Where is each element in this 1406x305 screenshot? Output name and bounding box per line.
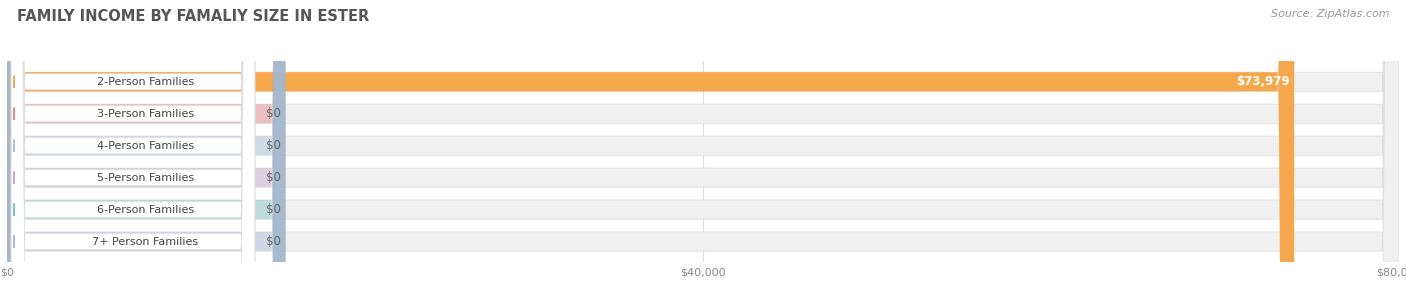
FancyBboxPatch shape [7,0,1399,305]
Text: $73,979: $73,979 [1236,75,1291,88]
FancyBboxPatch shape [7,0,285,305]
Text: 4-Person Families: 4-Person Families [97,141,194,151]
Text: 5-Person Families: 5-Person Families [97,173,194,183]
FancyBboxPatch shape [11,0,254,305]
FancyBboxPatch shape [11,0,254,305]
Text: Source: ZipAtlas.com: Source: ZipAtlas.com [1271,9,1389,19]
FancyBboxPatch shape [7,0,1399,305]
Text: 2-Person Families: 2-Person Families [97,77,194,87]
FancyBboxPatch shape [11,0,254,305]
FancyBboxPatch shape [11,0,254,305]
Text: $0: $0 [266,171,281,184]
FancyBboxPatch shape [7,0,285,305]
Text: $0: $0 [266,107,281,120]
FancyBboxPatch shape [7,0,285,305]
Text: 3-Person Families: 3-Person Families [97,109,194,119]
Text: FAMILY INCOME BY FAMALIY SIZE IN ESTER: FAMILY INCOME BY FAMALIY SIZE IN ESTER [17,9,370,24]
FancyBboxPatch shape [7,0,1399,305]
Text: 6-Person Families: 6-Person Families [97,205,194,215]
FancyBboxPatch shape [7,0,1294,305]
Text: $0: $0 [266,235,281,248]
FancyBboxPatch shape [11,0,254,305]
Text: 7+ Person Families: 7+ Person Families [93,237,198,246]
FancyBboxPatch shape [7,0,1399,305]
FancyBboxPatch shape [7,0,285,305]
FancyBboxPatch shape [7,0,285,305]
Text: $0: $0 [266,139,281,152]
Text: $0: $0 [266,203,281,216]
FancyBboxPatch shape [11,0,254,305]
FancyBboxPatch shape [7,0,1399,305]
FancyBboxPatch shape [7,0,1399,305]
